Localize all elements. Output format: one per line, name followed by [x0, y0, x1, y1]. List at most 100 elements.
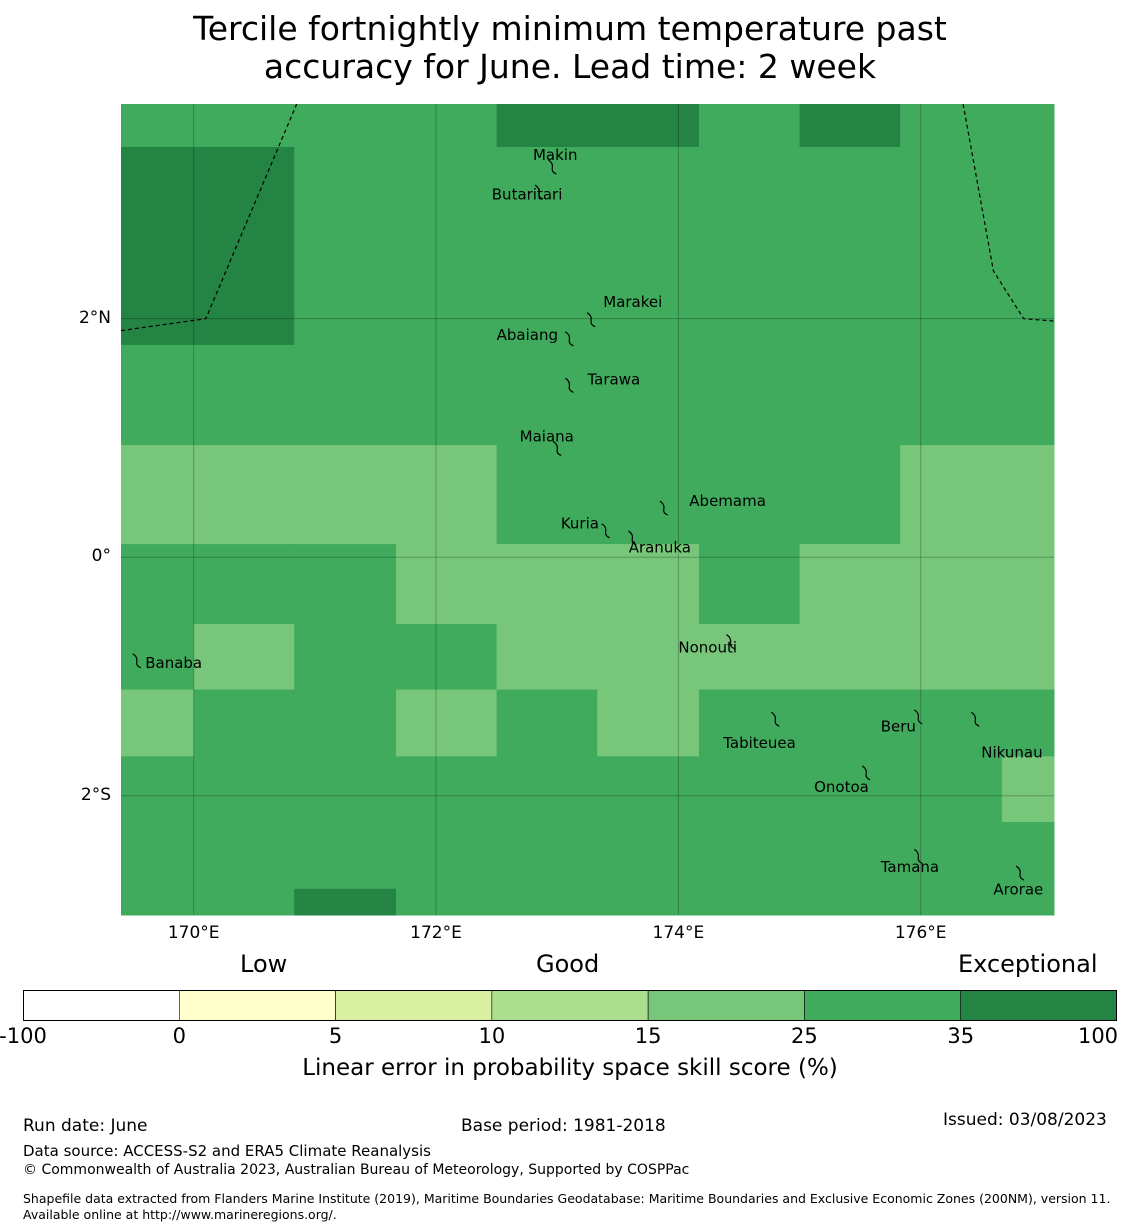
skill-cell	[597, 888, 700, 916]
colorbar-frame	[23, 990, 1117, 1021]
island-outline	[913, 848, 923, 864]
skill-cell	[698, 756, 801, 823]
skill-cell	[396, 756, 498, 823]
island-outline	[586, 312, 596, 328]
skill-cell	[396, 689, 498, 757]
skill-cell	[1001, 623, 1055, 691]
skill-cell	[294, 344, 397, 446]
skill-cell	[193, 689, 295, 757]
colorbar-tick-label: 10	[478, 1024, 506, 1048]
skill-cell	[799, 623, 901, 691]
skill-cell	[597, 544, 700, 625]
skill-cell	[396, 821, 498, 890]
skill-cell	[597, 104, 700, 148]
island-outline	[770, 711, 780, 727]
island-label: Onotoa	[814, 778, 869, 796]
colorbar-bin	[647, 990, 805, 1021]
skill-cell	[193, 104, 295, 148]
skill-cell	[121, 104, 195, 148]
skill-cell	[799, 756, 901, 823]
data-source: Data source: ACCESS-S2 and ERA5 Climate …	[23, 1142, 431, 1160]
colorbar-bin	[491, 990, 649, 1021]
skill-cell	[1001, 888, 1055, 916]
island-label: Maiana	[520, 428, 574, 446]
skill-cell	[799, 445, 901, 545]
skill-cell	[900, 623, 1003, 691]
skill-cell	[799, 344, 901, 446]
island-label: Marakei	[603, 293, 662, 311]
island-label: Abemama	[689, 492, 766, 510]
eez-boundary-line	[120, 103, 298, 332]
skill-cell	[1001, 104, 1055, 148]
skill-grid	[121, 104, 1055, 916]
skill-cell	[698, 344, 801, 446]
skill-cell	[597, 344, 700, 446]
island-label: Nikunau	[981, 744, 1042, 762]
skill-cell	[597, 821, 700, 890]
skill-cell	[900, 445, 1003, 545]
island-outline	[628, 530, 637, 546]
lon-tick-label: 176°E	[894, 923, 947, 943]
skill-cell	[193, 146, 295, 247]
island-outline	[548, 159, 557, 175]
skill-cell	[121, 689, 195, 757]
issued-date: Issued: 03/08/2023	[943, 1110, 1107, 1130]
island-label: Banaba	[145, 654, 202, 672]
lat-tick-label: 2°S	[80, 784, 111, 805]
skill-cell	[1001, 245, 1055, 346]
skill-cell	[799, 245, 901, 346]
colorbar-tick-label: 100	[1077, 1024, 1119, 1048]
island-label: Tarawa	[587, 370, 641, 388]
colorbar-tick-label: 35	[947, 1024, 975, 1048]
island-label: Tamana	[880, 858, 939, 876]
skill-cell	[1001, 445, 1055, 545]
island-outline	[564, 331, 574, 347]
skill-cell	[597, 245, 700, 346]
gridlines	[121, 104, 1054, 915]
colorbar-label: Linear error in probability space skill …	[302, 1055, 838, 1081]
skill-cell	[496, 756, 598, 823]
skill-cell	[121, 623, 195, 691]
island-outline	[601, 523, 610, 539]
skill-cell	[698, 445, 801, 545]
skill-cell	[294, 445, 397, 545]
run-date: Run date: June	[23, 1116, 148, 1136]
skill-cell	[799, 104, 901, 148]
lat-tick-label: 0°	[91, 546, 111, 567]
skill-cell	[799, 689, 901, 757]
skill-cell	[193, 445, 295, 545]
island-label: Butaritari	[492, 185, 563, 203]
skill-cell	[496, 821, 598, 890]
skill-cell	[900, 344, 1003, 446]
colorbar-bin	[23, 990, 180, 1021]
skill-cell	[900, 245, 1003, 346]
copyright: © Commonwealth of Australia 2023, Austra…	[23, 1162, 690, 1178]
skill-cell	[698, 245, 801, 346]
skill-cell	[294, 623, 397, 691]
island-label: Makin	[533, 146, 578, 164]
colorbar-bin	[804, 990, 962, 1021]
skill-cell	[294, 245, 397, 346]
colorbar-tick-label: 0	[172, 1024, 186, 1048]
skill-cell	[496, 344, 598, 446]
skill-cell	[294, 888, 397, 916]
colorbar-tick-label: 25	[791, 1024, 818, 1048]
skill-cell	[396, 146, 498, 247]
skill-cell	[121, 245, 195, 346]
title-line-1: Tercile fortnightly minimum temperature …	[193, 9, 947, 48]
island-label: Nonouti	[678, 639, 737, 657]
skill-cell	[1001, 146, 1055, 247]
island-outline	[1015, 865, 1025, 881]
skill-cell	[121, 445, 195, 545]
skill-cell	[193, 756, 295, 823]
island-label: Abaiang	[497, 326, 558, 344]
skill-cell	[294, 756, 397, 823]
island-label: Tabiteuea	[722, 734, 796, 752]
skill-cell	[121, 756, 195, 823]
colorbar-bin	[335, 990, 493, 1021]
skill-cell	[698, 623, 801, 691]
island-outline	[132, 653, 141, 669]
skill-cell	[496, 544, 598, 625]
skill-cell	[121, 888, 195, 916]
skill-cell	[597, 689, 700, 757]
